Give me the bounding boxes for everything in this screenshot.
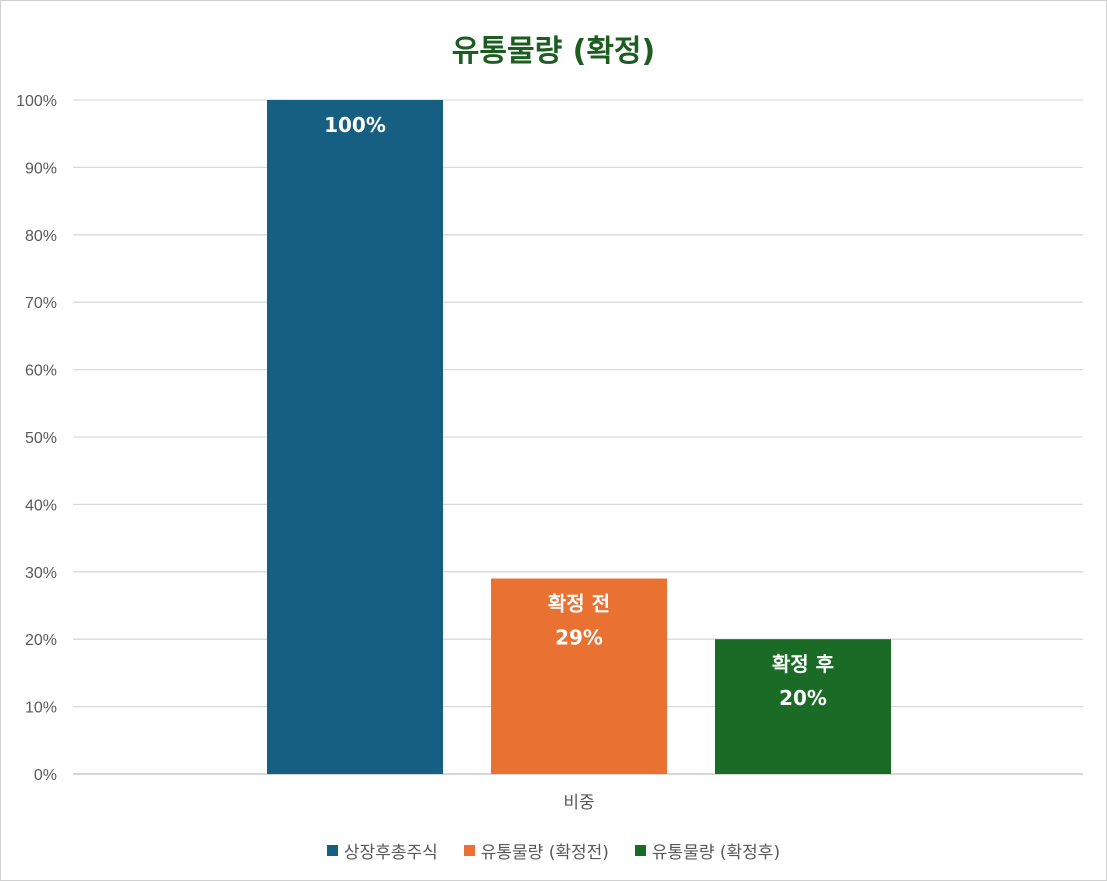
data-label: 20% <box>779 686 827 710</box>
y-tick-label: 90% <box>25 160 57 177</box>
data-label: 확정 후 <box>772 652 834 676</box>
y-tick-label: 30% <box>25 565 57 582</box>
y-tick-label: 0% <box>34 767 57 784</box>
bar <box>491 578 667 774</box>
legend-label: 상장후총주식 <box>343 843 438 863</box>
chart-title: 유통물량 (확정) <box>451 34 656 69</box>
legend-item: 유통물량 (확정전) <box>463 838 609 863</box>
legend-item: 유통물량 (확정후) <box>634 838 781 863</box>
data-label: 확정 전 <box>548 592 610 616</box>
x-tick-label: 비중 <box>563 793 594 813</box>
legend-label: 유통물량 (확정후) <box>651 843 781 863</box>
legend-swatch <box>326 845 338 856</box>
bar <box>715 639 891 774</box>
y-tick-label: 10% <box>25 700 57 717</box>
data-label: 29% <box>555 626 603 650</box>
y-tick-label: 80% <box>25 228 57 245</box>
legend-swatch <box>634 845 646 856</box>
y-tick-label: 40% <box>25 497 57 514</box>
y-tick-label: 20% <box>25 632 57 649</box>
legend-item: 상장후총주식 <box>326 838 438 863</box>
y-tick-label: 60% <box>25 363 57 380</box>
legend-label: 유통물량 (확정전) <box>480 843 609 863</box>
data-label: 100% <box>324 113 386 137</box>
bar <box>267 100 443 774</box>
y-tick-label: 70% <box>25 295 57 312</box>
y-tick-label: 100% <box>16 93 57 110</box>
y-tick-label: 50% <box>25 430 57 447</box>
legend: 상장후총주식 유통물량 (확정전) 유통물량 (확정후) <box>0 838 1107 863</box>
legend-swatch <box>463 845 475 856</box>
